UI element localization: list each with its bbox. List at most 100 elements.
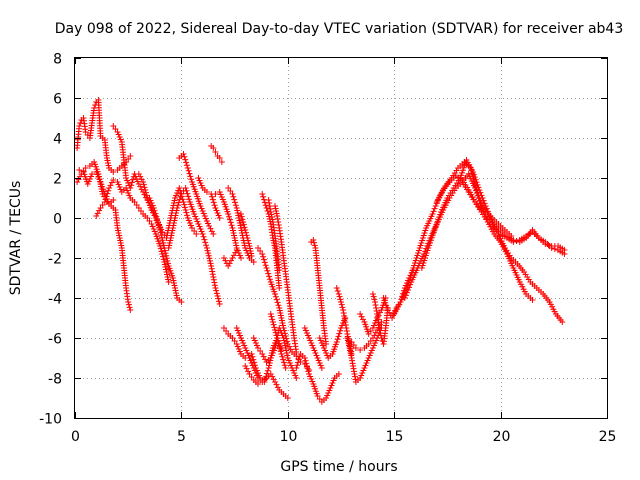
data-point [296, 353, 303, 360]
data-point [338, 301, 345, 308]
y-tick-label: 4 [53, 132, 62, 148]
data-point [135, 171, 142, 177]
y-tick-label: 8 [53, 52, 62, 68]
data-point [425, 245, 432, 251]
data-point [286, 343, 293, 350]
data-point [529, 297, 536, 303]
y-tick-label: 0 [53, 212, 62, 228]
data-point [336, 330, 343, 337]
data-point [177, 193, 184, 200]
data-point [216, 155, 223, 161]
data-point [510, 237, 517, 243]
data-point [152, 210, 159, 217]
data-point [205, 252, 212, 259]
data-point [202, 239, 209, 246]
data-point [260, 253, 267, 260]
data-point [334, 288, 341, 294]
data-point [336, 293, 343, 300]
data-point [274, 216, 281, 222]
data-point [339, 304, 346, 311]
data-point [295, 359, 302, 366]
data-point [101, 199, 108, 205]
data-point [276, 341, 283, 347]
data-point [272, 293, 279, 300]
data-point [470, 171, 477, 178]
data-point [102, 196, 109, 203]
data-point [284, 338, 291, 345]
series-track5 [93, 177, 172, 285]
series-track8 [165, 185, 223, 307]
data-point [431, 205, 438, 212]
data-point [212, 191, 219, 197]
data-point [334, 336, 341, 343]
data-point [342, 322, 349, 328]
data-point [182, 207, 189, 213]
data-point [272, 291, 279, 297]
data-point [274, 384, 281, 391]
plot-frame [74, 57, 608, 419]
data-point [357, 347, 364, 353]
data-point [239, 216, 246, 223]
data-point [252, 362, 259, 369]
data-point [262, 262, 269, 269]
data-point [458, 169, 465, 176]
data-point [432, 224, 439, 231]
data-point [341, 313, 348, 319]
data-point [213, 290, 220, 297]
data-point [181, 153, 188, 160]
data-point [222, 257, 229, 264]
data-point [301, 355, 308, 361]
data-point [93, 213, 100, 219]
y-tick-label: -8 [48, 372, 62, 388]
series-track33 [357, 295, 389, 337]
data-point [275, 219, 282, 225]
data-point [163, 252, 170, 259]
data-point [183, 162, 190, 169]
data-point [287, 346, 294, 353]
data-point [311, 239, 318, 246]
data-point [237, 211, 244, 217]
data-point [302, 357, 309, 364]
data-point [248, 351, 255, 357]
data-point [335, 333, 342, 340]
data-point [559, 319, 566, 325]
data-point [233, 247, 240, 253]
data-point [270, 376, 277, 383]
data-point [370, 293, 377, 300]
data-point [176, 185, 183, 191]
data-point [318, 365, 325, 371]
data-point [476, 187, 483, 193]
data-point [184, 190, 191, 197]
x-tick-label: 5 [177, 429, 186, 445]
data-point [225, 263, 232, 269]
data-point [199, 231, 206, 237]
data-point [105, 187, 112, 194]
data-point [244, 235, 251, 241]
data-point [164, 257, 171, 264]
data-point [143, 192, 150, 199]
data-point [127, 153, 134, 159]
data-point [273, 296, 280, 303]
series-track26 [293, 351, 342, 405]
data-point [406, 284, 413, 291]
data-point [263, 265, 270, 271]
data-point [281, 362, 288, 369]
data-point [178, 299, 185, 305]
data-point [272, 327, 279, 333]
data-point [154, 216, 161, 223]
data-point [184, 212, 191, 219]
data-point [212, 149, 219, 155]
data-point [174, 202, 181, 209]
data-point [207, 225, 214, 232]
chart-title: Day 098 of 2022, Sidereal Day-to-day VTE… [55, 21, 624, 37]
data-point [275, 222, 282, 228]
data-point [265, 270, 272, 277]
data-point [110, 197, 117, 203]
data-point [426, 242, 433, 249]
data-point [213, 287, 220, 294]
data-point [403, 289, 410, 296]
data-point [272, 329, 279, 336]
data-point [475, 184, 482, 191]
y-axis-label: SDTVAR / TECUs [8, 181, 24, 296]
data-point [483, 205, 490, 212]
